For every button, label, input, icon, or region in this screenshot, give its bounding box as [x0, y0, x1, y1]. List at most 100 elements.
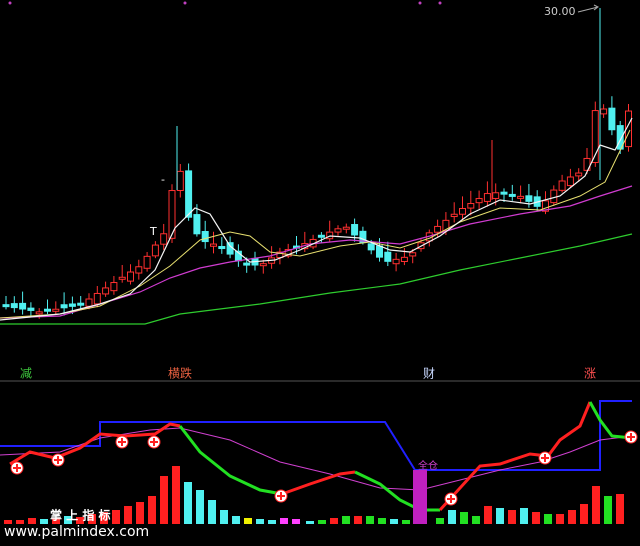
- candle-body: [93, 292, 101, 305]
- candle-body: [392, 258, 400, 265]
- ma-white: [0, 117, 633, 321]
- buy-signal-cross: [13, 464, 21, 472]
- indicator-bar: [460, 512, 468, 524]
- candle-body: [467, 203, 475, 209]
- indicator-bar: [76, 517, 84, 524]
- candle-body: [384, 251, 392, 262]
- candle-body: [566, 176, 574, 187]
- indicator-bars: [4, 466, 624, 524]
- divider-label: 涨: [584, 366, 596, 381]
- candle-body: [483, 193, 491, 202]
- candle-body: [185, 170, 193, 218]
- indicator-bar: [354, 516, 362, 524]
- marker-arrow: [577, 4, 599, 13]
- candle-body: [193, 214, 201, 235]
- indicator-bar: [52, 518, 60, 524]
- buy-signal-cross: [54, 456, 62, 464]
- candle-body: [52, 308, 60, 312]
- indicator-bar: [292, 519, 300, 524]
- indicator-bar: [436, 518, 444, 524]
- candle-body: [409, 252, 417, 257]
- candle-body: [351, 224, 359, 236]
- indicator-bar: [88, 514, 96, 524]
- candle-body: [243, 262, 251, 266]
- indicator-bar: [208, 500, 216, 524]
- indicator-bar: [342, 516, 350, 524]
- indicator-bar: [330, 518, 338, 524]
- candle-body: [525, 195, 533, 202]
- top-dots: [8, 1, 442, 5]
- indicator-bar: [124, 506, 132, 524]
- candle-body: [143, 255, 151, 269]
- indicator-bar: [366, 516, 374, 524]
- indicator-bar: [402, 520, 410, 524]
- indicator-bar: [148, 496, 156, 524]
- indicator-bar: [496, 508, 504, 524]
- divider-label: 横跌: [168, 366, 192, 381]
- indicator-bar: [484, 506, 492, 524]
- candle-body: [542, 200, 549, 212]
- candle-body: [550, 189, 558, 204]
- candle-body: [118, 276, 126, 280]
- indicator-bar: [532, 512, 540, 524]
- indicator-bar: [112, 510, 120, 524]
- indicator-bar: [184, 482, 192, 524]
- magenta-line: [0, 427, 633, 491]
- candle-body: [259, 263, 267, 267]
- indicator-bar: [4, 520, 12, 524]
- candle-body: [342, 226, 350, 230]
- candle-body: [77, 302, 85, 306]
- candle-body: [201, 231, 209, 243]
- candle-body: [68, 303, 76, 307]
- ma-yellow: [0, 129, 631, 319]
- indicator-bar: [64, 516, 72, 524]
- indicator-bar: [378, 518, 386, 524]
- candle-body: [27, 307, 35, 311]
- candle-body: [508, 193, 516, 197]
- brand: 掌 上 指 标: [50, 508, 111, 523]
- candle-body: [334, 228, 342, 233]
- indicator-bar: [580, 504, 588, 524]
- indicator-bar: [616, 494, 624, 524]
- candle-body: [558, 180, 566, 191]
- candle-body: [591, 110, 599, 164]
- candle-body: [10, 303, 18, 309]
- indicator-bar: [28, 518, 36, 524]
- indicator-bar: [256, 519, 264, 524]
- candle-body: [60, 304, 68, 309]
- buy-signal-cross: [447, 495, 455, 503]
- candle-body: [19, 302, 27, 310]
- trend-line-green: [588, 401, 633, 440]
- indicator-bar: [448, 510, 456, 524]
- divider-label: 财: [423, 367, 435, 381]
- indicator-bar: [544, 514, 552, 524]
- trend-line: [281, 470, 356, 496]
- candle-body: [317, 234, 325, 238]
- signal: T: [149, 225, 157, 238]
- candle-body: [376, 245, 383, 258]
- candle-body: [517, 195, 525, 199]
- website: www.palmindex.com: [4, 524, 149, 540]
- buy-signals: [10, 430, 638, 506]
- indicator-bar: [306, 521, 314, 524]
- indicator-bar: [40, 519, 48, 524]
- candle-body: [218, 246, 226, 250]
- indicator-bar: [280, 518, 288, 524]
- indicator-bar: [232, 516, 240, 524]
- candle-body: [160, 233, 168, 245]
- candle-body: [135, 266, 143, 274]
- candle-body: [500, 191, 508, 195]
- ma-magenta: [0, 185, 633, 319]
- indicator-bar: [318, 520, 326, 524]
- buy-signal-cross: [150, 438, 158, 446]
- divider-label: 减: [20, 367, 32, 381]
- candle-body: [600, 108, 608, 115]
- candle-body: [616, 125, 624, 150]
- indicator-bar: [244, 518, 252, 524]
- indicator-bar: [160, 476, 168, 524]
- buy-signal-cross: [277, 492, 285, 500]
- candle-body: [450, 213, 458, 218]
- trend-line: [438, 401, 592, 512]
- candle-body: [326, 231, 334, 240]
